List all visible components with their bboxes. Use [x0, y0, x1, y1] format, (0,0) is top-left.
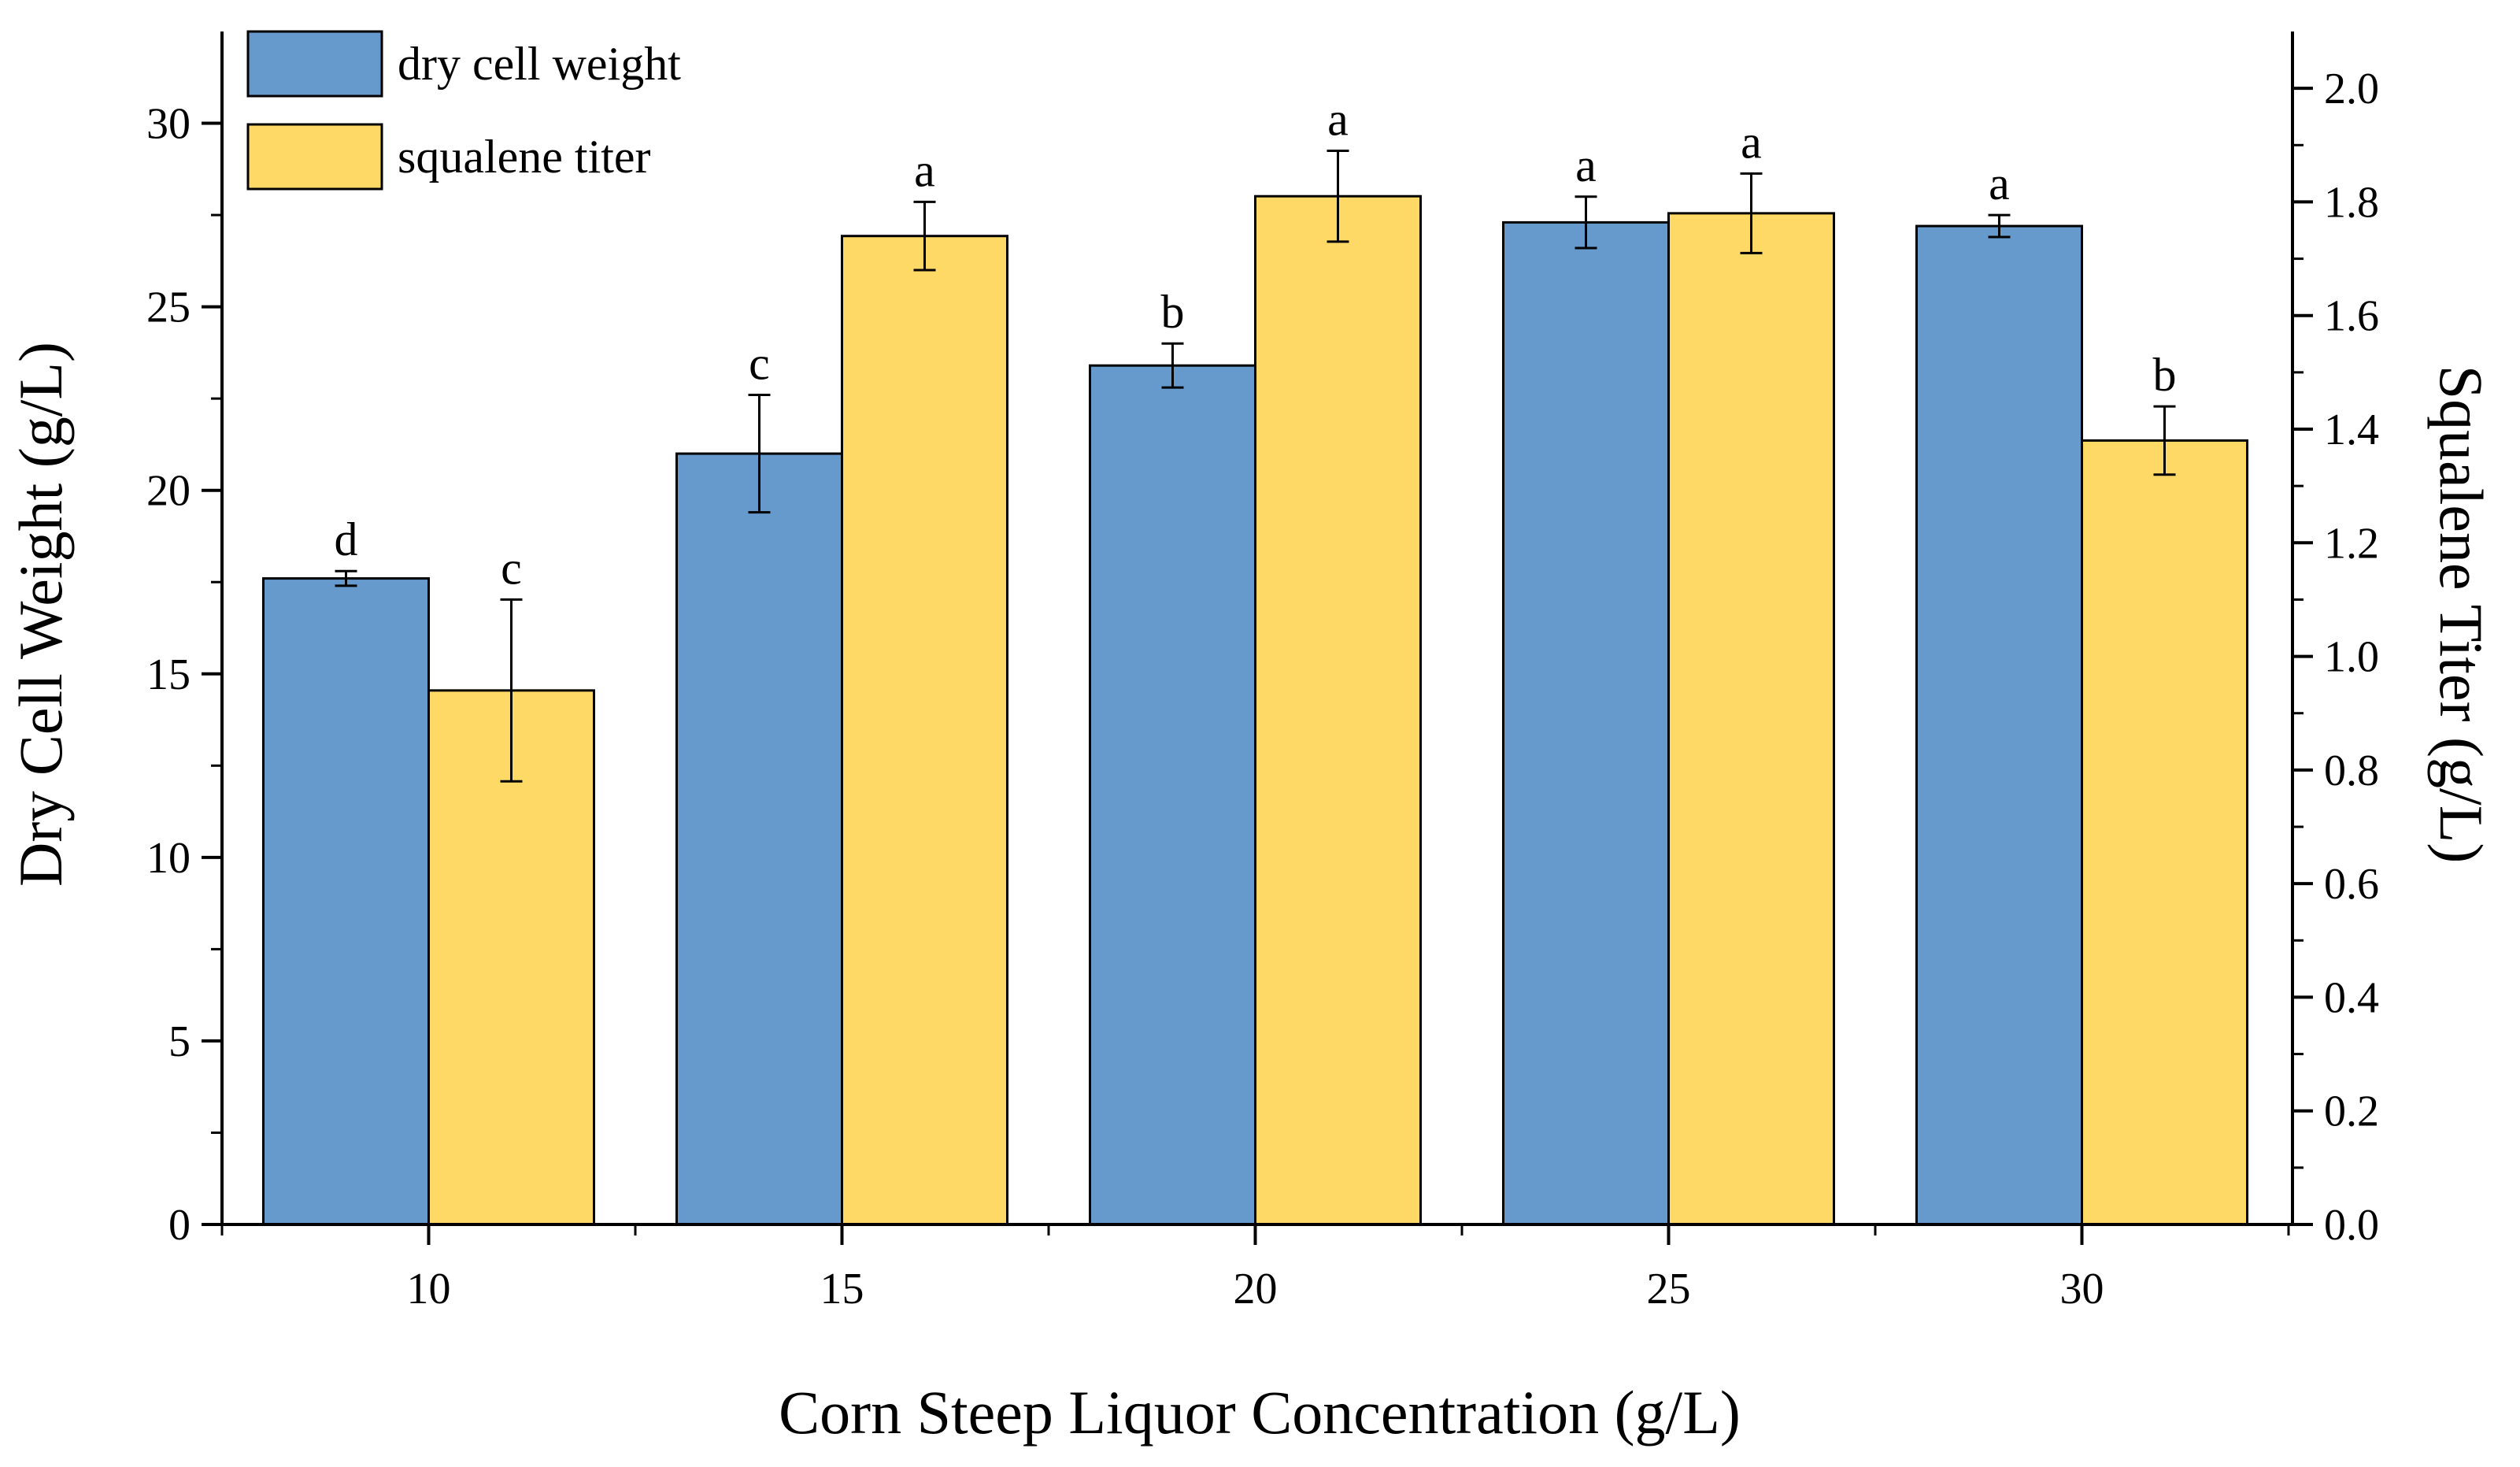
y-tick-label-10: 10: [146, 834, 191, 883]
x-tick-label-20: 20: [1234, 1265, 1278, 1313]
x-axis-title: Corn Steep Liquor Concentration (g/L): [779, 1378, 1741, 1447]
bar-dry-cell-weight-25: [1502, 220, 1670, 1226]
y-axis-title: Dry Cell Weight (g/L): [6, 342, 75, 887]
legend-label-squalene-titer: squalene titer: [398, 131, 651, 183]
y2-tick-label-1.4: 1.4: [2324, 406, 2379, 454]
legend-swatch-squalene-titer: [246, 123, 383, 191]
bar-squalene-titer-25: [1667, 212, 1835, 1226]
bar-squalene-titer-20: [1254, 194, 1422, 1226]
y2-tick-label-0.0: 0.0: [2324, 1201, 2379, 1250]
legend-swatch-dry-cell-weight: [246, 30, 383, 98]
error-bars-layer: [335, 150, 2176, 783]
bar-squalene-titer-30: [2081, 439, 2248, 1226]
axes-layer: 0 5 10 15 20 25 30 0.0 0.2 0.4 0.6 0.8 1.0 1.2 1.4 1.6 1…: [146, 31, 2379, 1313]
bar-dry-cell-weight-15: [675, 452, 843, 1226]
x-tick-label-10: 10: [407, 1265, 451, 1313]
y2-tick-label-1.2: 1.2: [2324, 519, 2379, 568]
y2-tick-label-0.2: 0.2: [2324, 1087, 2379, 1136]
y2-tick-label-0.6: 0.6: [2324, 860, 2379, 909]
y-tick-label-0: 0: [168, 1201, 191, 1250]
sig-label-squalene-titer-15: a: [914, 144, 935, 196]
sig-label-squalene-titer-10: c: [501, 542, 522, 594]
y2-tick-label-2.0: 2.0: [2324, 65, 2379, 113]
y-tick-label-20: 20: [146, 467, 191, 516]
bar-dry-cell-weight-20: [1089, 364, 1256, 1226]
sig-label-dry-cell-weight-25: a: [1575, 139, 1597, 191]
x-tick-label-30: 30: [2060, 1265, 2104, 1313]
y-tick-label-25: 25: [146, 283, 191, 332]
y-tick-label-15: 15: [146, 650, 191, 699]
y2-tick-label-1.8: 1.8: [2324, 178, 2379, 227]
significance-labels-layer: d c c a b a a a a b: [335, 94, 2177, 595]
bar-dry-cell-weight-10: [262, 577, 430, 1226]
bars-layer: [262, 194, 2248, 1226]
y2-tick-label-1.6: 1.6: [2324, 292, 2379, 341]
x-tick-label-15: 15: [820, 1265, 864, 1313]
legend-label-dry-cell-weight: dry cell weight: [398, 38, 681, 90]
sig-label-squalene-titer-30: b: [2153, 349, 2177, 401]
sig-label-squalene-titer-25: a: [1741, 116, 1762, 168]
bar-dry-cell-weight-30: [1915, 224, 2083, 1226]
y2-tick-label-0.8: 0.8: [2324, 746, 2379, 795]
sig-label-dry-cell-weight-20: b: [1161, 286, 1185, 338]
x-tick-label-25: 25: [1647, 1265, 1691, 1313]
sig-label-squalene-titer-20: a: [1327, 94, 1349, 146]
y2-tick-label-1.0: 1.0: [2324, 633, 2379, 682]
y-tick-label-30: 30: [146, 100, 191, 149]
sig-label-dry-cell-weight-15: c: [749, 337, 770, 389]
y2-axis-title: Squalene Titer (g/L): [2427, 365, 2496, 864]
y-tick-label-5: 5: [168, 1017, 191, 1066]
sig-label-dry-cell-weight-30: a: [1989, 157, 2010, 209]
sig-label-dry-cell-weight-10: d: [335, 513, 358, 565]
legend: dry cell weight squalene titer: [246, 30, 681, 191]
y2-tick-label-0.4: 0.4: [2324, 973, 2379, 1022]
bar-squalene-titer-15: [841, 235, 1008, 1226]
